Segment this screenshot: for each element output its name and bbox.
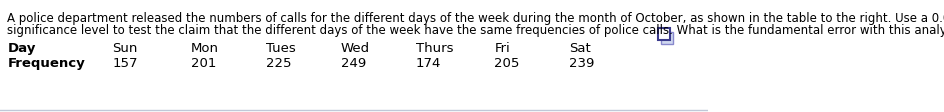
Text: A police department released the numbers of calls for the different days of the : A police department released the numbers… bbox=[8, 12, 944, 25]
Text: Frequency: Frequency bbox=[8, 57, 85, 70]
Text: Tues: Tues bbox=[265, 42, 295, 55]
Text: Sat: Sat bbox=[569, 42, 591, 55]
Text: Mon: Mon bbox=[191, 42, 219, 55]
Text: 201: 201 bbox=[191, 57, 216, 70]
Text: Wed: Wed bbox=[341, 42, 370, 55]
Text: Day: Day bbox=[8, 42, 36, 55]
Text: Fri: Fri bbox=[494, 42, 510, 55]
Text: 249: 249 bbox=[341, 57, 365, 70]
Text: 157: 157 bbox=[112, 57, 138, 70]
Text: Sun: Sun bbox=[112, 42, 138, 55]
Bar bbox=[657, 28, 669, 40]
Text: significance level to test the claim that the different days of the week have th: significance level to test the claim tha… bbox=[8, 24, 944, 37]
Text: Thurs: Thurs bbox=[415, 42, 453, 55]
Text: 205: 205 bbox=[494, 57, 519, 70]
Text: 174: 174 bbox=[415, 57, 441, 70]
Bar bbox=[660, 32, 672, 44]
Text: 225: 225 bbox=[265, 57, 291, 70]
Text: 239: 239 bbox=[569, 57, 594, 70]
